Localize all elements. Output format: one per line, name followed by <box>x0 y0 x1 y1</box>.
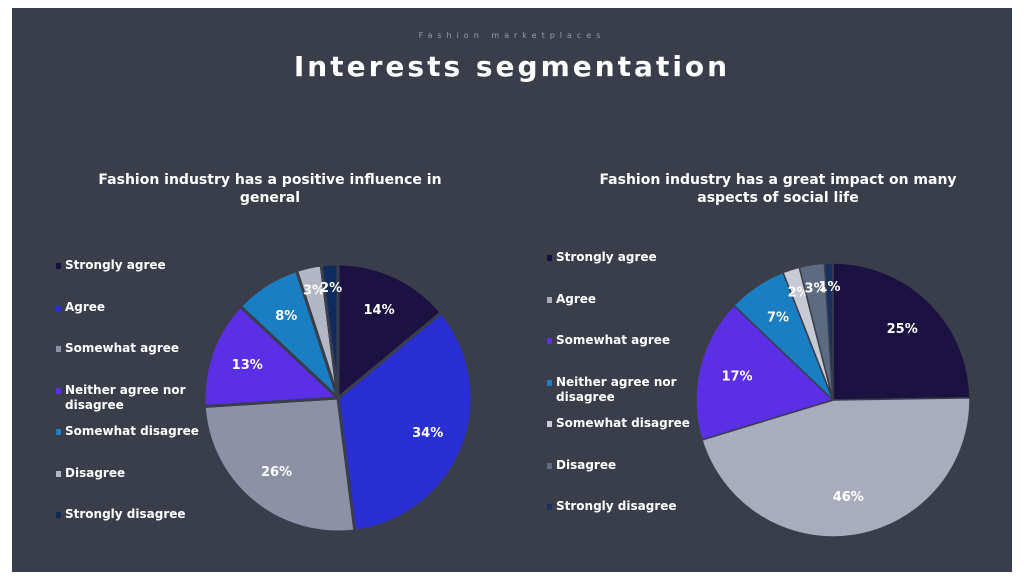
legend-item: Disagree <box>547 457 696 473</box>
pie-slice <box>701 397 971 538</box>
legend-swatch <box>547 421 552 427</box>
legend-item: Somewhat disagree <box>547 416 696 431</box>
legend-label: Neither agree nor disagree <box>556 374 677 404</box>
legend-swatch <box>547 504 552 510</box>
pie-slice <box>202 396 357 534</box>
data-label: 26% <box>261 465 292 480</box>
legend-label: Somewhat agree <box>65 341 180 355</box>
legend-item: Agree <box>547 291 696 307</box>
chart-title: Fashion industry has a great impact on m… <box>599 172 957 206</box>
pie-slice <box>202 304 342 409</box>
legend-label: Neither agree nor disagree <box>65 382 186 412</box>
legend-swatch <box>547 462 552 469</box>
legend-swatch <box>56 470 61 477</box>
pie-slice <box>319 262 340 399</box>
legend-swatch <box>56 387 61 394</box>
data-label: 2% <box>320 281 342 296</box>
legend-item: Neither agree nor disagree <box>547 374 696 405</box>
data-label: 1% <box>818 280 840 295</box>
legend-label: Somewhat disagree <box>65 424 199 438</box>
legend-swatch <box>56 512 61 518</box>
data-label: 13% <box>232 358 263 373</box>
legend-item: Somewhat agree <box>547 333 696 348</box>
pie-slice <box>832 262 971 401</box>
data-label: 25% <box>887 322 918 337</box>
title: Interests segmentation <box>293 50 731 83</box>
legend-swatch <box>547 379 552 386</box>
data-label: 14% <box>364 303 395 318</box>
legend-label: Strongly agree <box>65 258 166 272</box>
data-label: 46% <box>833 490 864 505</box>
legend-label: Strongly disagree <box>556 499 677 513</box>
legend-item: Strongly agree <box>547 250 696 265</box>
legend-label: Strongly disagree <box>65 507 186 521</box>
legend-item: Strongly agree <box>56 258 205 273</box>
subtitle: Fashion marketplaces <box>418 31 606 40</box>
pie-slice <box>695 304 835 441</box>
legend-item: Somewhat disagree <box>56 424 205 439</box>
data-label: 7% <box>767 311 789 326</box>
legend-item: Strongly disagree <box>547 499 696 514</box>
chart-title: Fashion industry has a positive influenc… <box>98 172 442 206</box>
legend-item: Disagree <box>56 465 205 481</box>
legend-swatch <box>56 304 61 311</box>
data-label: 3% <box>303 283 325 298</box>
legend-swatch <box>56 346 61 352</box>
legend-item: Agree <box>56 299 205 315</box>
legend-swatch <box>56 263 61 269</box>
legend-label: Somewhat agree <box>556 333 671 347</box>
legend-item: Strongly disagree <box>56 507 205 522</box>
legend-item: Neither agree nor disagree <box>56 382 205 413</box>
legend-label: Somewhat disagree <box>556 416 690 430</box>
legend-label: Agree <box>556 291 597 306</box>
pies: 14%34%26%13%8%3%2%25%46%17%7%2%3%1% <box>202 262 971 538</box>
legend-swatch <box>547 255 552 261</box>
legend-swatch <box>547 338 552 344</box>
data-label: 34% <box>412 426 443 441</box>
legend-swatch <box>56 429 61 435</box>
legend-item: Somewhat agree <box>56 341 205 356</box>
pie-slice <box>336 310 474 533</box>
legend-label: Strongly agree <box>556 250 657 264</box>
legend-label: Disagree <box>65 465 126 480</box>
pie-slice <box>336 262 444 402</box>
slide: Fashion marketplaces Interests segmentat… <box>12 8 1012 572</box>
legend-label: Disagree <box>556 457 617 472</box>
legend-label: Agree <box>65 299 106 314</box>
pie-slice <box>823 262 834 401</box>
data-label: 8% <box>275 309 297 324</box>
legend-swatch <box>547 296 552 303</box>
data-label: 3% <box>805 282 827 297</box>
data-label: 17% <box>721 370 752 385</box>
